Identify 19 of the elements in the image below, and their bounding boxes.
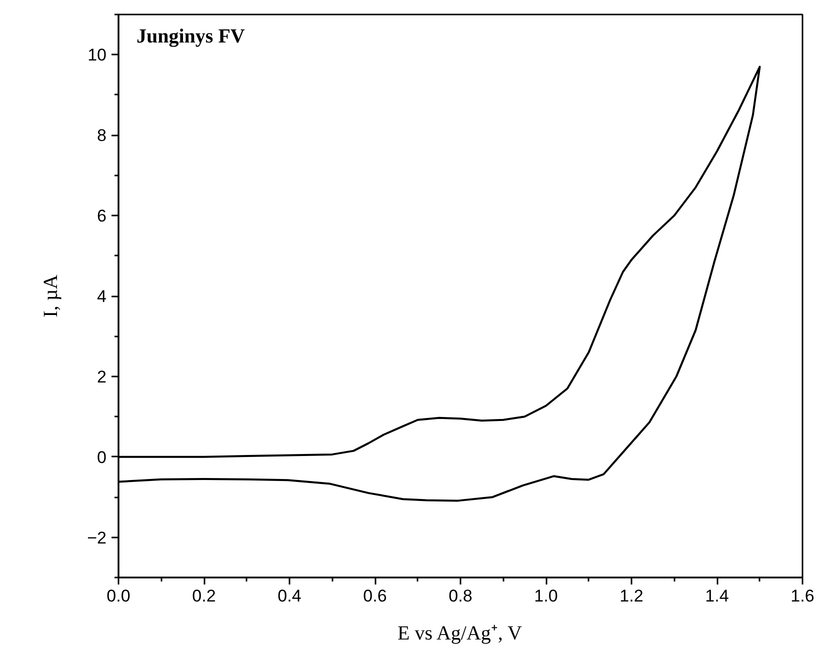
x-tick-label: 0.6 — [363, 586, 387, 606]
x-tick-label: 0.2 — [192, 586, 216, 606]
y-tick-label: 6 — [97, 206, 107, 226]
annotation: Junginys FV — [136, 26, 246, 48]
y-tick-label: 8 — [97, 126, 107, 146]
y-tick-label: 10 — [88, 46, 107, 65]
x-tick-label: 1.4 — [705, 586, 729, 606]
y-tick-label: 2 — [97, 367, 107, 386]
x-tick-label: 0.0 — [106, 586, 130, 606]
x-tick-label: 0.8 — [448, 586, 472, 606]
y-tick-label: 4 — [97, 287, 107, 306]
y-tick-label: −2 — [87, 528, 107, 548]
x-tick-label: 1.2 — [620, 586, 644, 606]
y-axis-title: I, µA — [40, 274, 62, 318]
x-tick-label: 0.4 — [278, 586, 302, 606]
y-tick-label: 0 — [97, 448, 107, 467]
x-tick-label: 1.0 — [534, 586, 558, 606]
x-axis-title: E vs Ag/Ag⁺, V — [398, 622, 523, 644]
x-tick-label: 1.6 — [790, 586, 814, 606]
